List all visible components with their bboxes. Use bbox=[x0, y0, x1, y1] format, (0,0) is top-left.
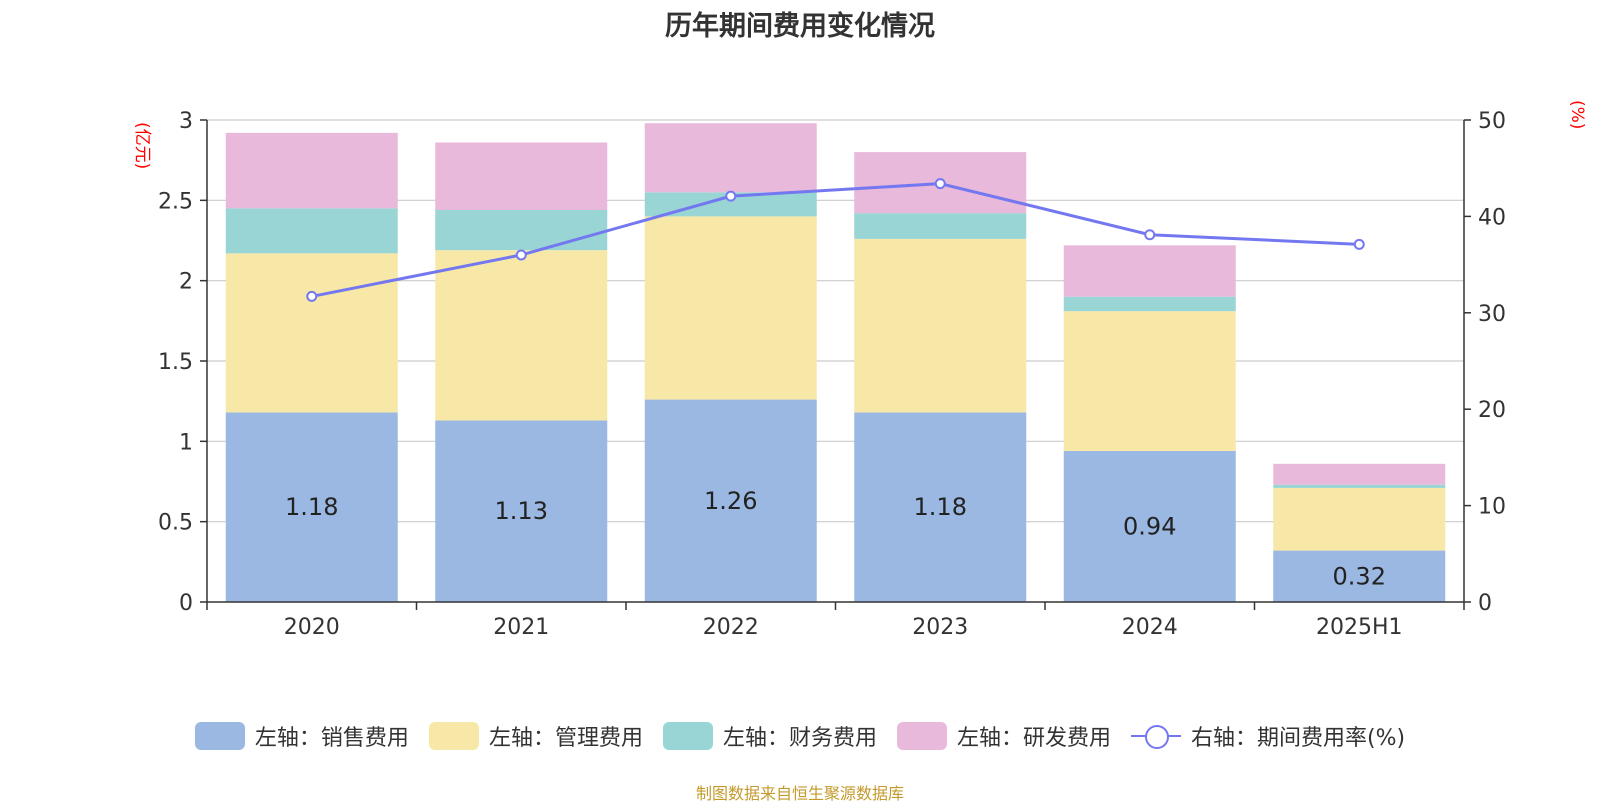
bar-segment-3 bbox=[1273, 484, 1446, 488]
bar-segment-1 bbox=[1063, 450, 1236, 602]
left-tick-label: 3 bbox=[179, 109, 193, 134]
bar-segment-2 bbox=[854, 238, 1027, 413]
bar-segment-1 bbox=[854, 412, 1027, 602]
expense-rate-point bbox=[725, 190, 737, 202]
bar-segment-2 bbox=[435, 250, 608, 421]
legend-item-rd[interactable]: 左轴：研发费用 bbox=[896, 720, 1111, 752]
legend-swatch-admin bbox=[428, 722, 479, 750]
x-tick-label: 2022 bbox=[703, 615, 759, 640]
legend-label-rd: 左轴：研发费用 bbox=[956, 726, 1111, 751]
x-tick-label: 2024 bbox=[1122, 615, 1178, 640]
bar-segment-1 bbox=[435, 420, 608, 602]
bar-data-label: 1.13 bbox=[495, 497, 548, 525]
expense-rate-point bbox=[306, 290, 318, 302]
right-tick-label: 40 bbox=[1478, 205, 1506, 230]
bar-data-label: 1.26 bbox=[704, 487, 757, 515]
right-tick-label: 30 bbox=[1478, 302, 1506, 327]
legend-item-admin[interactable]: 左轴：管理费用 bbox=[428, 720, 643, 752]
left-tick-label: 0 bbox=[179, 591, 193, 616]
left-tick-label: 1.5 bbox=[158, 350, 193, 375]
chart-title: 历年期间费用变化情况 bbox=[665, 11, 935, 42]
legend-label-finance: 左轴：财务费用 bbox=[722, 726, 877, 751]
legend-label-sales: 左轴：销售费用 bbox=[254, 726, 409, 751]
x-tick-label: 2023 bbox=[912, 615, 968, 640]
legend-line-marker-icon bbox=[1130, 722, 1181, 750]
x-tick-label: 2025H1 bbox=[1316, 615, 1403, 640]
bar-data-label: 1.18 bbox=[914, 493, 967, 521]
legend-label-expense-rate: 右轴：期间费用率(%) bbox=[1190, 726, 1406, 751]
bar-segment-3 bbox=[1063, 296, 1236, 312]
legend-item-expense-rate[interactable]: 右轴：期间费用率(%) bbox=[1130, 720, 1406, 752]
right-tick-label: 20 bbox=[1478, 398, 1506, 423]
expense-rate-point bbox=[1144, 229, 1156, 241]
expense-rate-point bbox=[1353, 238, 1365, 250]
right-axis-unit: (%) bbox=[1567, 100, 1587, 130]
legend-item-finance[interactable]: 左轴：财务费用 bbox=[662, 720, 877, 752]
bar-data-label: 0.32 bbox=[1333, 562, 1386, 590]
bar-segment-4 bbox=[435, 142, 608, 210]
expense-rate-point bbox=[934, 178, 946, 190]
bar-segment-4 bbox=[225, 132, 398, 209]
expense-rate-point bbox=[515, 249, 527, 261]
bar-segment-2 bbox=[644, 216, 817, 400]
bar-segment-2 bbox=[1273, 487, 1446, 551]
left-axis-unit: (亿元) bbox=[132, 122, 152, 170]
bar-segment-2 bbox=[1063, 311, 1236, 451]
legend: 左轴：销售费用 左轴：管理费用 左轴：财务费用 左轴：研发费用 右轴：期间费用率… bbox=[0, 720, 1600, 752]
bar-segment-4 bbox=[1273, 463, 1446, 485]
bar-segment-4 bbox=[1063, 245, 1236, 297]
left-tick-label: 2 bbox=[179, 270, 193, 295]
bar-segment-1 bbox=[225, 412, 398, 602]
legend-item-sales[interactable]: 左轴：销售费用 bbox=[194, 720, 409, 752]
left-tick-label: 2.5 bbox=[158, 189, 193, 214]
legend-swatch-finance bbox=[662, 722, 713, 750]
left-tick-label: 1 bbox=[179, 430, 193, 455]
bar-segment-2 bbox=[225, 253, 398, 413]
bar-segment-1 bbox=[644, 399, 817, 602]
bar-data-label: 1.18 bbox=[285, 493, 338, 521]
expense-rate-line bbox=[311, 182, 1360, 298]
right-tick-label: 0 bbox=[1478, 591, 1492, 616]
bar-data-label: 0.94 bbox=[1123, 512, 1176, 540]
x-tick-label: 2020 bbox=[284, 615, 340, 640]
bar-segment-1 bbox=[1273, 550, 1446, 602]
bar-segment-4 bbox=[644, 123, 817, 193]
legend-swatch-rd bbox=[896, 722, 947, 750]
bar-segment-3 bbox=[225, 208, 398, 254]
source-note: 制图数据来自恒生聚源数据库 bbox=[695, 784, 904, 803]
right-tick-label: 10 bbox=[1478, 495, 1506, 520]
right-tick-label: 50 bbox=[1478, 109, 1506, 134]
bar-segment-3 bbox=[854, 213, 1027, 239]
legend-swatch-sales bbox=[194, 722, 245, 750]
bar-segment-3 bbox=[435, 209, 608, 251]
x-tick-label: 2021 bbox=[493, 615, 549, 640]
left-tick-label: 0.5 bbox=[158, 511, 193, 536]
legend-label-admin: 左轴：管理费用 bbox=[488, 726, 643, 751]
